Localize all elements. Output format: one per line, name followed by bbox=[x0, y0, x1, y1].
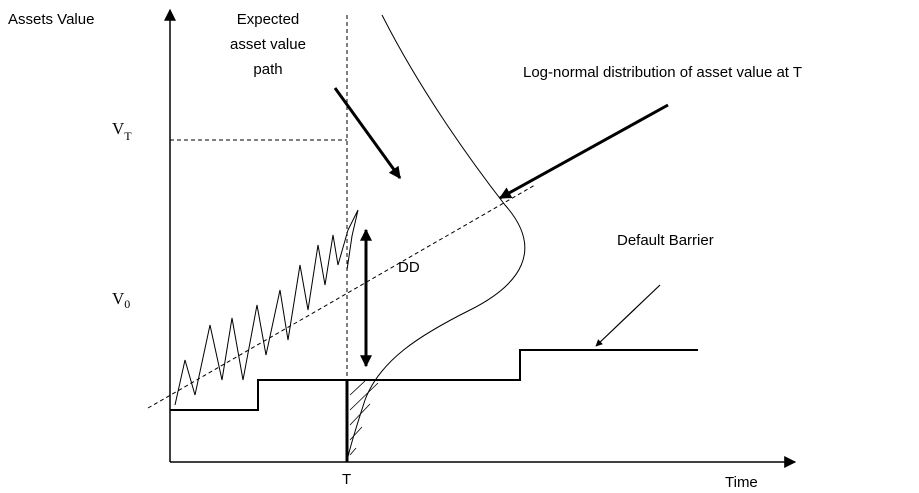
vt-main: V bbox=[112, 119, 125, 138]
vt-label: VT bbox=[112, 119, 132, 143]
expected-label: path bbox=[253, 61, 282, 78]
dd-label: DD bbox=[398, 259, 420, 276]
barrier-arrow bbox=[595, 284, 661, 347]
expected-label: asset value bbox=[230, 36, 306, 53]
v0-main: V bbox=[112, 289, 125, 308]
expected-path bbox=[147, 184, 536, 409]
default-barrier bbox=[170, 349, 698, 411]
barrier-label: Default Barrier bbox=[617, 232, 714, 249]
drawing bbox=[147, 8, 797, 468]
lognormal-label: Log-normal distribution of asset value a… bbox=[523, 64, 802, 81]
y-axis-label: Assets Value bbox=[8, 11, 94, 28]
v0-sub: 0 bbox=[124, 297, 130, 311]
v0-label: V0 bbox=[112, 289, 130, 311]
hatch bbox=[349, 380, 379, 456]
expected-arrow bbox=[333, 87, 402, 179]
expected-label: Expected bbox=[237, 11, 300, 28]
x-axis-label: Time bbox=[725, 474, 758, 491]
t-label: T bbox=[342, 471, 351, 488]
lognormal-curve bbox=[346, 14, 526, 463]
lognormal-arrow bbox=[498, 103, 669, 200]
vt-sub: T bbox=[124, 129, 132, 143]
sample-path bbox=[174, 209, 359, 406]
